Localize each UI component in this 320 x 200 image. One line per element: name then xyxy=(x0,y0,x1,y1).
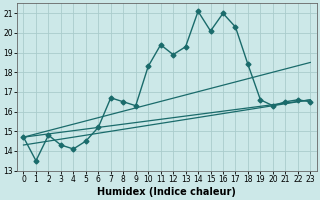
X-axis label: Humidex (Indice chaleur): Humidex (Indice chaleur) xyxy=(98,187,236,197)
